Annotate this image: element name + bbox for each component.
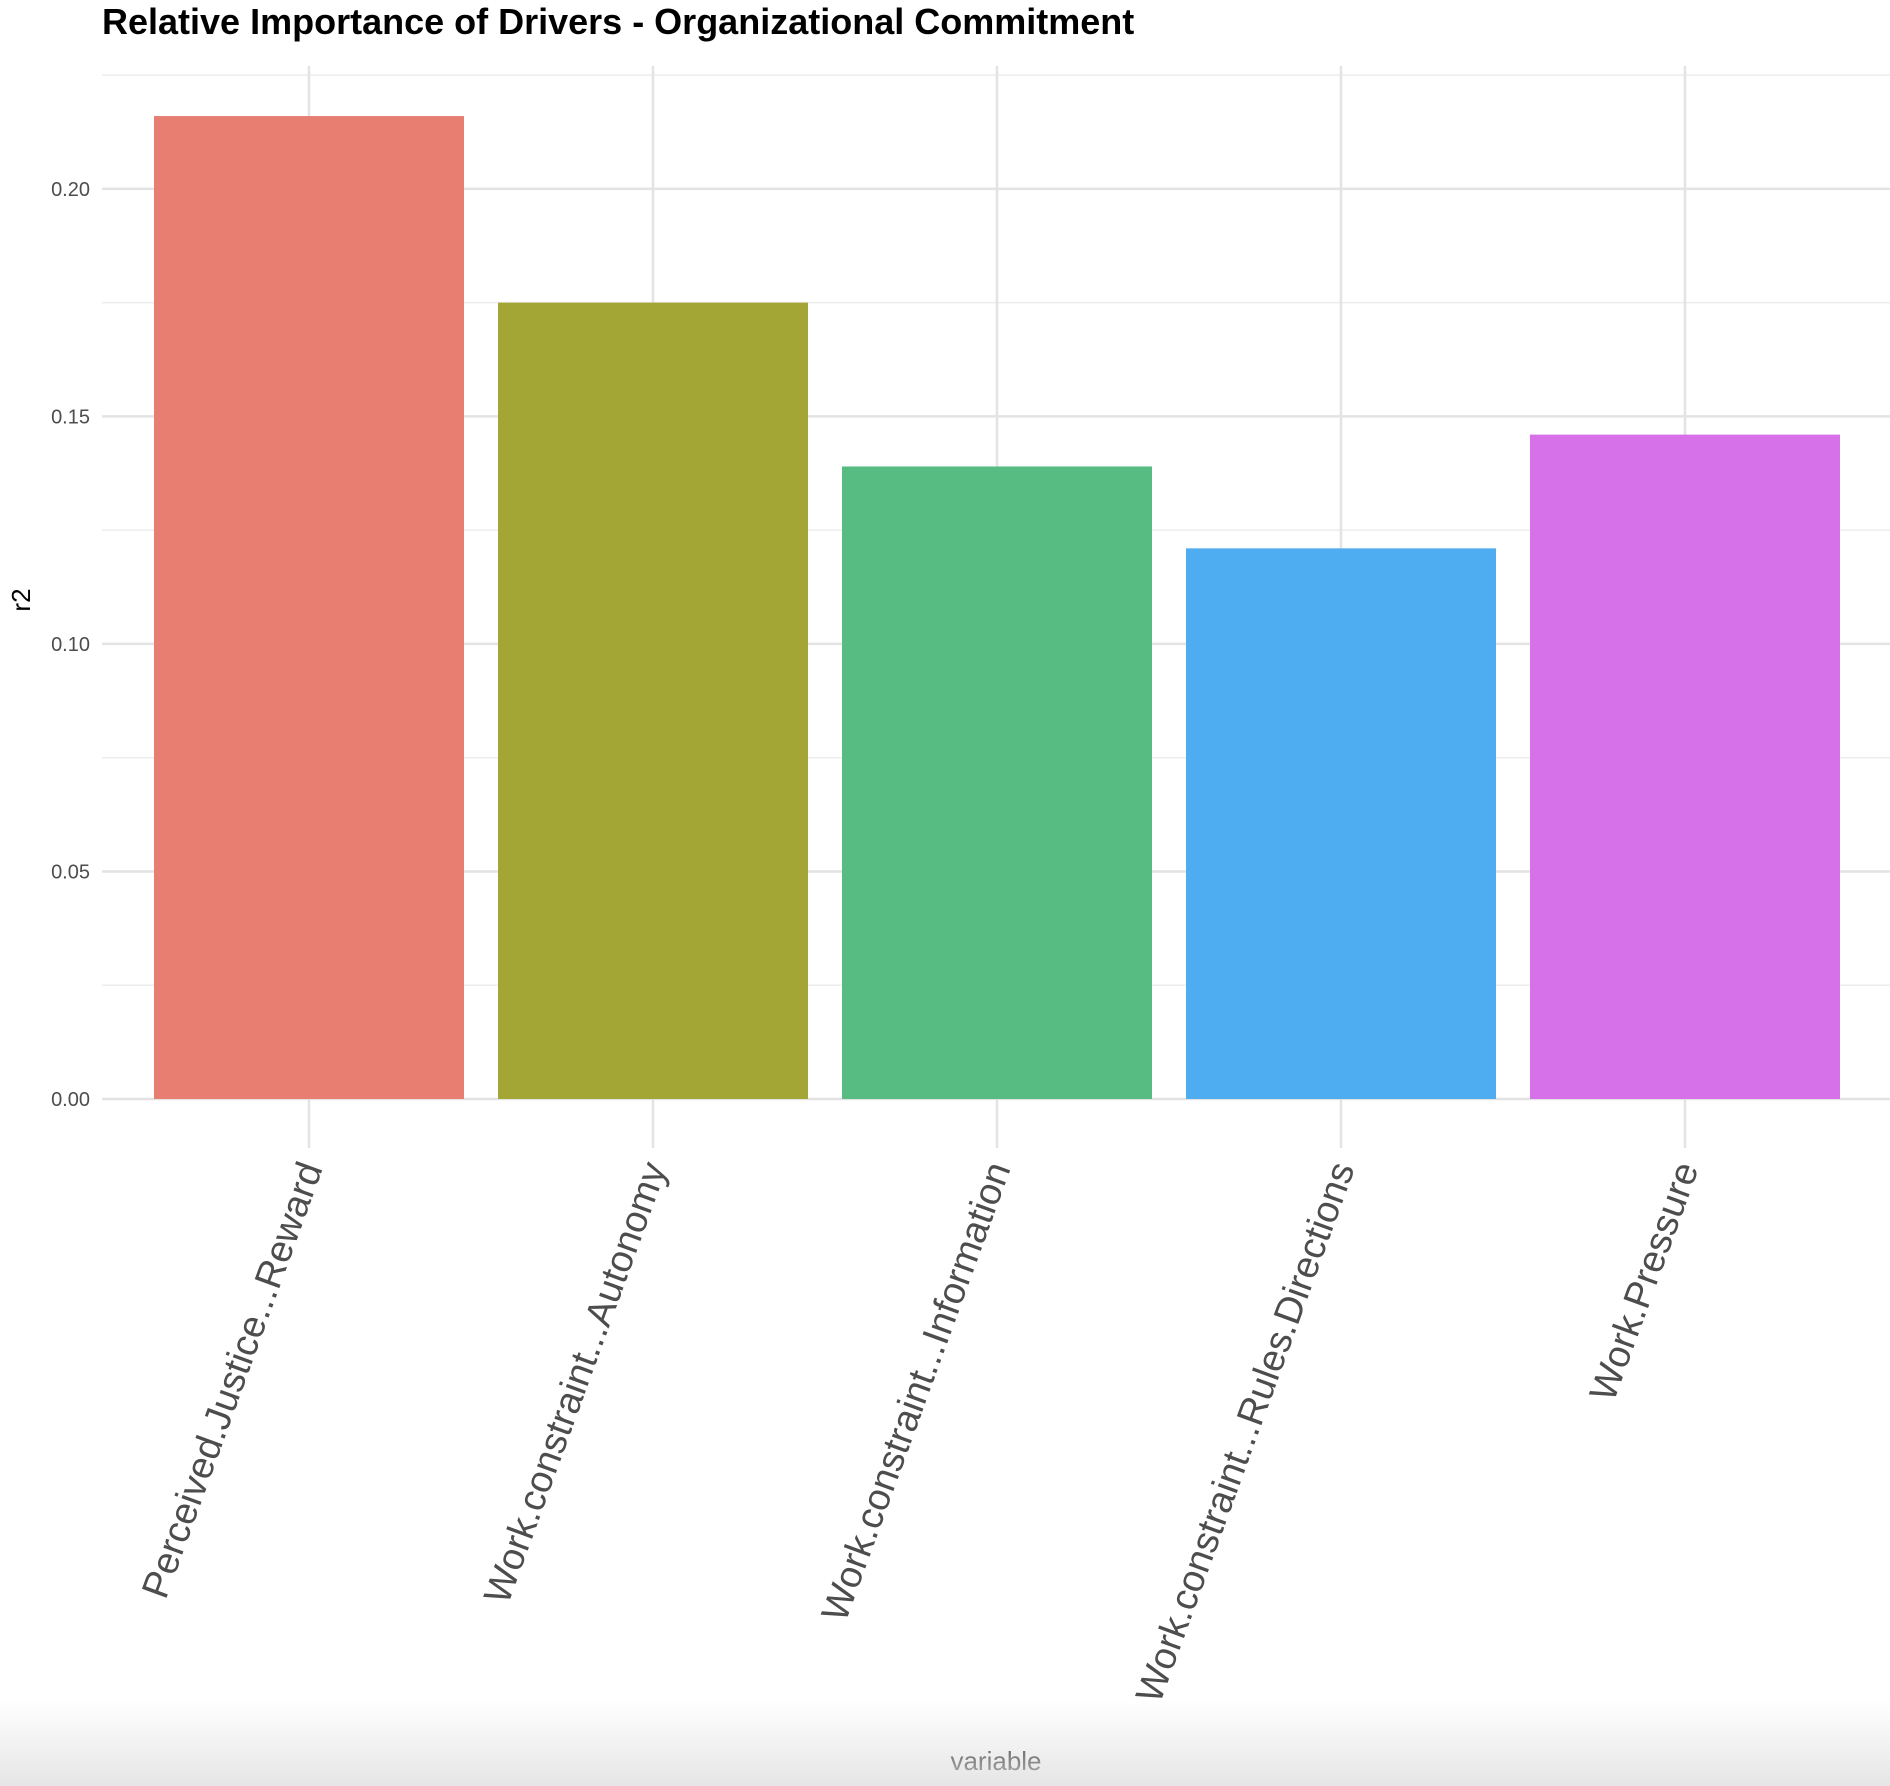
bar <box>842 466 1152 1100</box>
x-axis-title: variable <box>950 1746 1041 1776</box>
bars <box>154 116 1840 1100</box>
y-axis-ticks: 0.00 0.05 0.10 0.15 0.20 <box>51 179 90 1111</box>
bar <box>498 302 808 1099</box>
x-tick-label: Work.constraint...Rules.Directions <box>1128 1157 1363 1709</box>
y-axis-title: r2 <box>6 588 36 611</box>
x-tick-label: Work.Pressure <box>1582 1157 1707 1407</box>
y-tick-label: 0.20 <box>51 179 90 201</box>
x-axis-ticks: Perceived.Justice...Reward Work.constrain… <box>135 1157 1708 1709</box>
bar <box>1530 434 1840 1099</box>
y-tick-label: 0.10 <box>51 634 90 656</box>
x-tick-label: Work.constraint...Information <box>814 1157 1019 1627</box>
chart-title: Relative Importance of Drivers - Organiz… <box>102 1 1134 42</box>
x-tick-label: Work.constraint...Autonomy <box>477 1157 676 1609</box>
x-tick-label: Perceived.Justice...Reward <box>135 1157 332 1604</box>
bar <box>154 116 464 1100</box>
y-tick-label: 0.00 <box>51 1089 90 1111</box>
y-tick-label: 0.15 <box>51 406 90 428</box>
bar <box>1186 548 1496 1099</box>
y-tick-label: 0.05 <box>51 861 90 883</box>
